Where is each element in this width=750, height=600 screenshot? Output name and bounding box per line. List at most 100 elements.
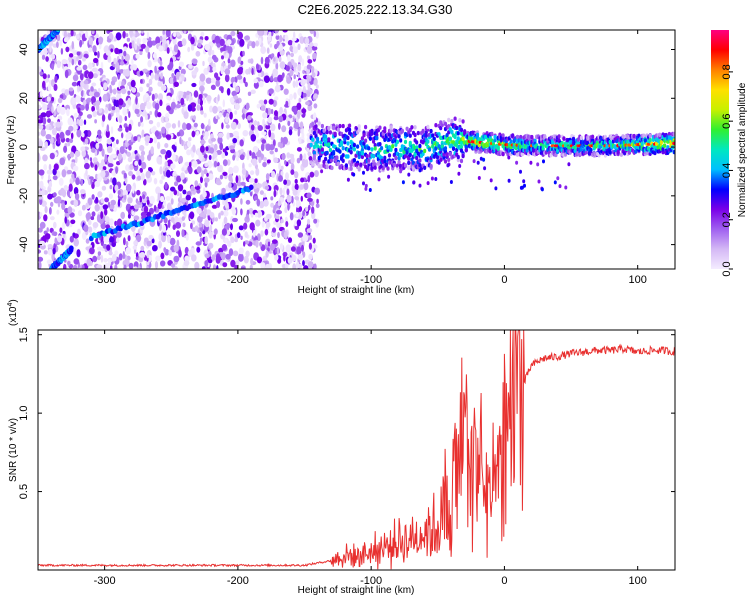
signal-cell xyxy=(634,149,638,154)
noise-speckle xyxy=(72,74,79,82)
noise-speckle xyxy=(72,50,78,55)
noise-speckle xyxy=(49,44,52,53)
noise-speckle xyxy=(205,77,212,84)
noise-speckle xyxy=(139,51,143,56)
noise-speckle xyxy=(90,216,95,221)
noise-speckle xyxy=(265,250,269,258)
noise-speckle xyxy=(107,201,111,208)
noise-speckle xyxy=(275,62,279,70)
y-tick-label: -20 xyxy=(18,188,30,204)
noise-speckle xyxy=(290,169,295,175)
noise-speckle xyxy=(235,86,240,93)
signal-cell xyxy=(332,151,336,156)
signal-cell xyxy=(387,153,392,158)
noise-speckle xyxy=(116,218,123,227)
noise-speckle xyxy=(83,80,89,85)
noise-speckle xyxy=(222,200,226,206)
signal-cell xyxy=(450,130,454,135)
noise-speckle xyxy=(130,79,136,88)
y-tick-label: 0.5 xyxy=(18,484,30,499)
noise-speckle xyxy=(42,80,46,89)
noise-speckle xyxy=(137,175,142,181)
noise-speckle xyxy=(316,198,319,204)
noise-speckle xyxy=(263,192,267,198)
signal-cell xyxy=(429,163,433,169)
signal-cell xyxy=(394,155,398,161)
noise-speckle xyxy=(56,104,61,113)
noise-speckle xyxy=(126,151,131,157)
noise-speckle xyxy=(292,62,298,68)
noise-speckle xyxy=(133,136,138,142)
snr-plot: -300 -200 -100 0 100 0.51.01.5 Height of str… xyxy=(7,299,676,596)
noise-speckle xyxy=(311,206,315,214)
colorbar-label: Normalized spectral amplitude xyxy=(737,82,748,217)
noise-speckle xyxy=(94,51,98,56)
signal-cell xyxy=(445,152,449,157)
noise-speckle xyxy=(141,121,144,128)
signal-cell xyxy=(352,142,356,148)
noise-speckle xyxy=(191,130,196,138)
noise-speckle xyxy=(219,174,224,180)
noise-speckle xyxy=(115,106,120,115)
noise-speckle xyxy=(293,121,299,129)
colorbar-tick-label: 0.6 xyxy=(721,114,733,129)
noise-speckle xyxy=(74,58,77,65)
signal-cell xyxy=(659,140,664,145)
noise-speckle xyxy=(258,37,262,46)
signal-cell xyxy=(327,142,331,147)
noise-speckle xyxy=(265,173,270,181)
noise-speckle xyxy=(107,30,114,33)
noise-speckle xyxy=(279,61,286,69)
noise-speckle xyxy=(175,104,181,109)
noise-speckle xyxy=(100,211,104,220)
noise-speckle xyxy=(288,129,293,136)
noise-speckle xyxy=(50,216,55,221)
signal-cell xyxy=(360,136,364,141)
noise-speckle xyxy=(278,122,281,130)
noise-speckle xyxy=(222,159,228,167)
signal-cell xyxy=(426,139,430,144)
noise-speckle xyxy=(137,121,141,127)
noise-speckle xyxy=(240,266,245,269)
signal-cell xyxy=(493,134,497,140)
x-tick-label: -100 xyxy=(360,575,382,587)
noise-speckle xyxy=(209,224,213,232)
noise-speckle xyxy=(287,120,291,127)
noise-speckle xyxy=(285,244,292,253)
x-tick-label: -200 xyxy=(227,274,249,286)
noise-speckle xyxy=(59,157,65,166)
noise-speckle xyxy=(262,161,267,168)
noise-speckle xyxy=(73,124,78,131)
noise-speckle xyxy=(282,187,285,196)
spectrogram-x-ticks: -300 -200 -100 0 100 xyxy=(94,30,647,286)
signal-cell xyxy=(415,145,419,150)
noise-speckle xyxy=(74,150,81,157)
noise-speckle xyxy=(267,241,271,247)
signal-cell xyxy=(418,143,422,149)
noise-speckle xyxy=(240,148,244,153)
noise-speckle xyxy=(157,81,163,87)
noise-speckle xyxy=(164,181,168,190)
noise-speckle xyxy=(132,103,136,111)
noise-speckle xyxy=(100,198,104,204)
noise-speckle xyxy=(47,174,51,181)
noise-speckle xyxy=(255,219,261,227)
signal-cell xyxy=(584,150,588,155)
noise-speckle xyxy=(185,234,189,241)
noise-speckle xyxy=(238,247,244,255)
noise-speckle xyxy=(43,164,48,171)
noise-speckle xyxy=(135,96,138,105)
noise-speckle xyxy=(217,136,223,145)
noise-speckle xyxy=(110,80,116,86)
noise-speckle xyxy=(158,93,163,101)
signal-cell xyxy=(415,140,419,145)
noise-speckle xyxy=(123,50,127,57)
noise-speckle xyxy=(138,159,142,166)
noise-speckle xyxy=(285,65,290,72)
noise-speckle xyxy=(139,145,145,151)
scatter-cell xyxy=(364,186,368,191)
noise-speckle xyxy=(127,235,131,242)
signal-cell xyxy=(562,136,566,141)
noise-speckle xyxy=(208,173,214,181)
signal-cell xyxy=(461,119,465,124)
